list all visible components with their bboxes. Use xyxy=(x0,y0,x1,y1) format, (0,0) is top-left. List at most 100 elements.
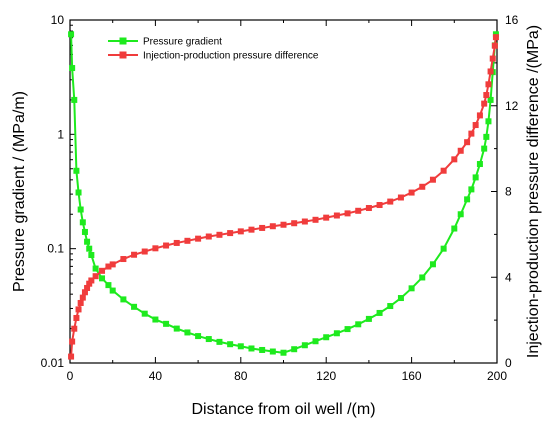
data-point-pressure-gradient xyxy=(120,296,127,303)
data-point-pressure-difference xyxy=(280,221,287,228)
data-point-pressure-difference xyxy=(152,245,159,252)
y-right-tick-label: 16 xyxy=(505,13,519,27)
data-point-pressure-gradient xyxy=(71,96,78,103)
data-point-pressure-gradient xyxy=(355,321,362,328)
data-point-pressure-difference xyxy=(69,338,76,345)
data-point-pressure-difference xyxy=(141,248,148,255)
y-right-tick-label: 0 xyxy=(505,356,512,370)
data-point-pressure-gradient xyxy=(365,315,372,322)
data-point-pressure-gradient xyxy=(81,228,88,235)
data-point-pressure-difference xyxy=(492,34,499,41)
data-point-pressure-gradient xyxy=(88,252,95,259)
data-point-pressure-gradient xyxy=(92,265,99,272)
data-point-pressure-difference xyxy=(323,214,330,221)
data-point-pressure-difference xyxy=(487,68,494,75)
data-point-pressure-difference xyxy=(489,55,496,62)
data-point-pressure-difference xyxy=(77,299,84,306)
data-point-pressure-difference xyxy=(92,273,99,280)
y-right-tick-label: 4 xyxy=(505,270,512,284)
data-point-pressure-gradient xyxy=(301,342,308,349)
data-point-pressure-difference xyxy=(491,42,498,49)
data-point-pressure-gradient xyxy=(68,31,75,38)
data-point-pressure-difference xyxy=(468,130,475,137)
data-point-pressure-gradient xyxy=(312,338,319,345)
data-point-pressure-gradient xyxy=(487,96,494,103)
data-point-pressure-gradient xyxy=(457,211,464,218)
data-point-pressure-difference xyxy=(105,263,112,270)
legend-label-pressure-gradient: Pressure gradient xyxy=(143,37,222,48)
x-tick-label: 0 xyxy=(67,369,74,383)
data-point-pressure-gradient xyxy=(163,320,170,327)
data-point-pressure-difference xyxy=(344,210,351,217)
data-point-pressure-gradient xyxy=(86,245,93,252)
legend: Pressure gradient Injection-production p… xyxy=(108,37,319,62)
x-tick-label: 200 xyxy=(487,369,507,383)
data-point-pressure-difference xyxy=(248,226,255,233)
data-point-pressure-difference xyxy=(131,251,138,258)
data-point-pressure-gradient xyxy=(376,309,383,316)
data-point-pressure-gradient xyxy=(472,174,479,181)
data-point-pressure-difference xyxy=(184,237,191,244)
data-point-pressure-difference xyxy=(269,223,276,230)
data-point-pressure-difference xyxy=(84,284,91,291)
y-left-tick-label: 0.01 xyxy=(41,356,65,370)
data-point-pressure-gradient xyxy=(84,238,91,245)
data-point-pressure-difference xyxy=(237,228,244,235)
data-point-pressure-difference xyxy=(71,325,78,332)
data-point-pressure-difference xyxy=(481,100,488,107)
x-axis-title: Distance from oil well /(m) xyxy=(191,401,375,418)
data-point-pressure-gradient xyxy=(481,145,488,152)
data-point-pressure-gradient xyxy=(408,285,415,292)
data-point-pressure-difference xyxy=(79,294,86,301)
series-layer xyxy=(68,31,499,360)
data-point-pressure-difference xyxy=(457,147,464,154)
data-point-pressure-difference xyxy=(163,242,170,249)
data-point-pressure-difference xyxy=(88,277,95,284)
data-point-pressure-difference xyxy=(397,194,404,201)
data-point-pressure-gradient xyxy=(184,329,191,336)
data-point-pressure-gradient xyxy=(476,161,483,168)
data-point-pressure-gradient xyxy=(216,338,223,345)
data-point-pressure-difference xyxy=(429,176,436,183)
data-point-pressure-difference xyxy=(408,189,415,196)
data-point-pressure-difference xyxy=(387,198,394,205)
data-point-pressure-gradient xyxy=(69,65,76,72)
y-right-tick-label: 12 xyxy=(505,99,519,113)
y-axis-right-title: Injection-production pressure difference… xyxy=(525,25,542,358)
data-point-pressure-gradient xyxy=(173,325,180,332)
data-point-pressure-difference xyxy=(86,280,93,287)
y-right-tick-label: 8 xyxy=(505,185,512,199)
data-point-pressure-gradient xyxy=(323,334,330,341)
data-point-pressure-difference xyxy=(483,92,490,99)
data-point-pressure-gradient xyxy=(131,303,138,310)
data-point-pressure-difference xyxy=(195,235,202,242)
legend-marker-pressure-gradient xyxy=(119,37,127,45)
data-point-pressure-gradient xyxy=(429,261,436,268)
data-point-pressure-difference xyxy=(173,239,180,246)
legend-label-pressure-difference: Injection-production pressure difference xyxy=(143,51,319,62)
y-axis-left-title: Pressure gradient / (MPa/m) xyxy=(11,91,28,292)
data-point-pressure-gradient xyxy=(344,326,351,333)
y-left-tick-label: 1 xyxy=(57,127,64,141)
y-left-tick-label: 0.1 xyxy=(47,242,64,256)
data-point-pressure-gradient xyxy=(152,316,159,323)
data-point-pressure-difference xyxy=(451,156,458,163)
data-point-pressure-gradient xyxy=(237,343,244,350)
data-point-pressure-gradient xyxy=(259,346,266,353)
data-point-pressure-gradient xyxy=(79,219,86,226)
ticks-layer: 0 40 80 120 160 200 0.01 0.1 1 10 0 4 8 12 16 xyxy=(41,13,519,383)
data-point-pressure-difference xyxy=(376,202,383,209)
data-point-pressure-gradient xyxy=(227,341,234,348)
data-point-pressure-gradient xyxy=(464,196,471,203)
data-point-pressure-difference xyxy=(464,139,471,146)
y-left-tick-label: 10 xyxy=(51,13,65,27)
data-point-pressure-gradient xyxy=(99,275,106,282)
data-point-pressure-difference xyxy=(365,205,372,212)
data-point-pressure-difference xyxy=(205,233,212,240)
data-point-pressure-gradient xyxy=(75,189,82,196)
x-tick-label: 160 xyxy=(402,369,422,383)
data-point-pressure-gradient xyxy=(248,345,255,352)
data-point-pressure-gradient xyxy=(419,274,426,281)
data-point-pressure-difference xyxy=(73,314,80,321)
data-point-pressure-gradient xyxy=(440,245,447,252)
